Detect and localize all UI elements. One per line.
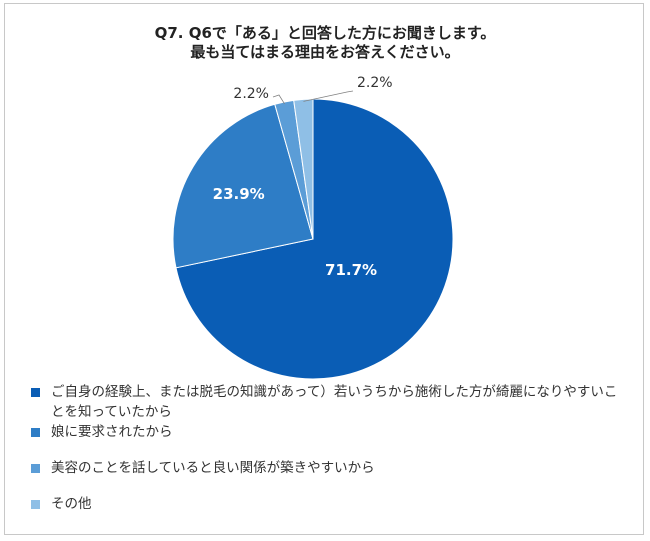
pie-chart: 71.7% 23.9% 2.2% 2.2%: [172, 75, 454, 380]
chart-frame: Q7. Q6で「ある」と回答した方にお聞きします。 最も当てはまる理由をお答えく…: [4, 3, 644, 535]
legend-label-relationship: 美容のことを話していると良い関係が築きやすいから: [51, 460, 375, 476]
title-line-1: Q7. Q6で「ある」と回答した方にお聞きします。: [154, 24, 496, 42]
legend-item-experience: ご自身の経験上、または脱毛の知識があって）若いうちから施術した方が綺麗になりやす…: [31, 382, 626, 422]
pie-slice-daughter: [172, 103, 314, 269]
pie-slice-experience: [175, 98, 454, 380]
legend-swatch-experience: [31, 388, 40, 397]
legend-item-relationship: 美容のことを話していると良い関係が築きやすいから: [31, 458, 626, 478]
slice-label-experience: 71.7%: [325, 261, 377, 279]
legend-swatch-other: [31, 500, 40, 509]
title-line-2: 最も当てはまる理由をお答えください。: [190, 43, 460, 61]
leader-line-relationship: [272, 94, 285, 105]
legend-label-experience: ご自身の経験上、または脱毛の知識があって）若いうちから施術した方が綺麗になりやす…: [51, 384, 618, 420]
slice-label-relationship: 2.2%: [233, 86, 269, 102]
leader-line-other: [303, 90, 354, 102]
legend-item-daughter: 娘に要求されたから: [31, 422, 626, 442]
legend-item-other: その他: [31, 494, 626, 514]
slice-label-daughter: 23.9%: [213, 185, 265, 203]
slice-label-other: 2.2%: [357, 75, 393, 91]
legend-swatch-relationship: [31, 464, 40, 473]
chart-title: Q7. Q6で「ある」と回答した方にお聞きします。 最も当てはまる理由をお答えく…: [5, 24, 645, 62]
legend-label-other: その他: [51, 496, 92, 512]
legend-label-daughter: 娘に要求されたから: [51, 424, 173, 440]
legend-swatch-daughter: [31, 428, 40, 437]
